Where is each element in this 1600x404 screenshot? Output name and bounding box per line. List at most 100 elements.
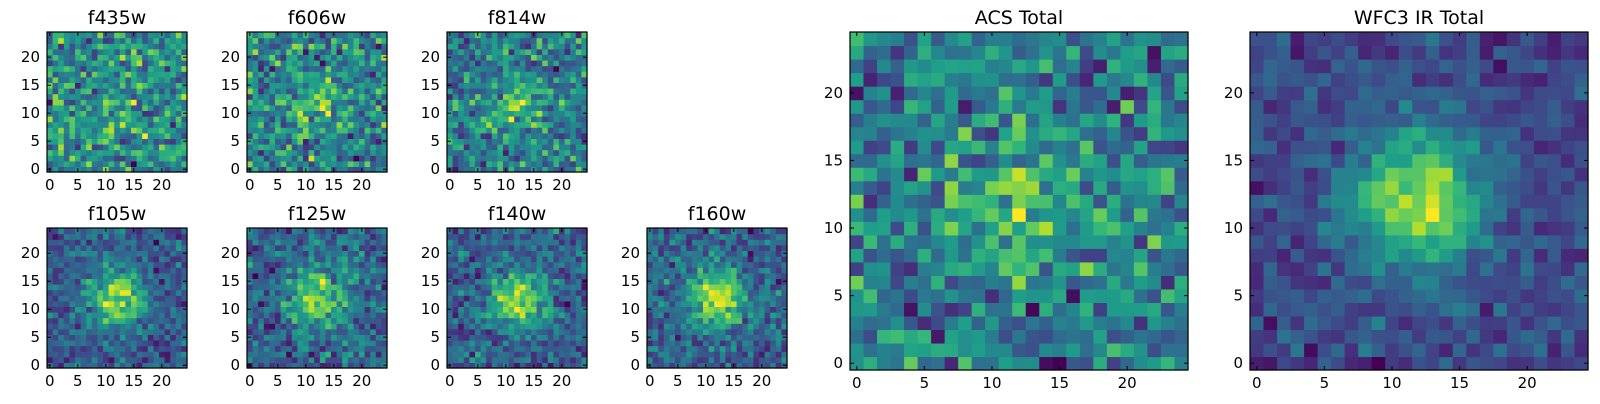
heatmap-cell xyxy=(376,273,382,279)
heatmap-cell xyxy=(458,340,464,346)
heatmap-cell xyxy=(153,155,159,161)
heatmap-cell xyxy=(47,239,53,245)
heatmap-cell xyxy=(114,71,120,77)
heatmap-cell xyxy=(1080,235,1094,249)
heatmap-cell xyxy=(75,49,81,55)
heatmap-cell xyxy=(376,312,382,318)
heatmap-cell xyxy=(737,306,743,312)
heatmap-cell xyxy=(348,99,354,105)
heatmap-cell xyxy=(92,99,98,105)
heatmap-cell xyxy=(653,312,659,318)
heatmap-cell xyxy=(314,228,320,234)
heatmap-cell xyxy=(520,346,526,352)
heatmap-cell xyxy=(503,133,509,139)
heatmap-cell xyxy=(1012,302,1026,316)
heatmap-cell xyxy=(514,133,520,139)
heatmap-cell xyxy=(86,161,92,167)
heatmap-cell xyxy=(47,144,53,150)
heatmap-cell xyxy=(365,329,371,335)
heatmap-cell xyxy=(69,290,75,296)
heatmap-cell xyxy=(120,38,126,44)
heatmap-cell xyxy=(537,105,543,111)
heatmap-cell xyxy=(759,284,765,290)
heatmap-cell xyxy=(737,340,743,346)
heatmap-cell xyxy=(47,267,53,273)
heatmap-cell xyxy=(320,38,326,44)
heatmap-cell xyxy=(647,284,653,290)
heatmap-cell xyxy=(520,306,526,312)
heatmap-cell xyxy=(348,110,354,116)
heatmap-cell xyxy=(1093,289,1107,303)
heatmap-cell xyxy=(537,284,543,290)
heatmap-cell xyxy=(686,250,692,256)
heatmap-cell xyxy=(359,71,365,77)
heatmap-cell xyxy=(553,144,559,150)
heatmap-cell xyxy=(531,262,537,268)
heatmap-cell xyxy=(748,312,754,318)
heatmap-cell xyxy=(303,116,309,122)
heatmap-cell xyxy=(258,351,264,357)
heatmap-cell xyxy=(264,295,270,301)
heatmap-cell xyxy=(475,161,481,167)
heatmap-cell xyxy=(525,245,531,251)
heatmap-cell xyxy=(142,116,148,122)
heatmap-cell xyxy=(331,138,337,144)
heatmap-cell xyxy=(458,295,464,301)
heatmap-cell xyxy=(709,301,715,307)
heatmap-cell xyxy=(109,66,115,72)
heatmap-cell xyxy=(509,32,515,38)
heatmap-cell xyxy=(159,273,165,279)
heatmap-cell xyxy=(125,295,131,301)
heatmap-cell xyxy=(309,54,315,60)
heatmap-cell xyxy=(520,88,526,94)
heatmap-cell xyxy=(904,356,918,370)
heatmap-cell xyxy=(904,289,918,303)
heatmap-cell xyxy=(731,284,737,290)
heatmap-cell xyxy=(458,306,464,312)
heatmap-cell xyxy=(81,122,87,128)
heatmap-cell xyxy=(320,301,326,307)
heatmap-cell xyxy=(742,351,748,357)
heatmap-cell xyxy=(509,301,515,307)
heatmap-cell xyxy=(281,340,287,346)
heatmap-cell xyxy=(453,43,459,49)
heatmap-cell xyxy=(486,127,492,133)
heatmap-cell xyxy=(353,245,359,251)
heatmap-cell xyxy=(159,340,165,346)
heatmap-cell xyxy=(669,306,675,312)
heatmap-cell xyxy=(103,245,109,251)
heatmap-cell xyxy=(686,334,692,340)
heatmap-cell xyxy=(453,239,459,245)
heatmap-cell xyxy=(247,94,253,100)
heatmap-cell xyxy=(565,357,571,363)
heatmap-cell xyxy=(481,334,487,340)
heatmap-cell xyxy=(353,295,359,301)
heatmap-cell xyxy=(370,105,376,111)
heatmap-cell xyxy=(53,295,59,301)
x-tick-label: 10 xyxy=(296,176,315,194)
heatmap-cell xyxy=(86,278,92,284)
heatmap-cell xyxy=(86,60,92,66)
heatmap-cell xyxy=(120,138,126,144)
heatmap-cell xyxy=(353,110,359,116)
heatmap-cell xyxy=(131,323,137,329)
heatmap-cell xyxy=(103,256,109,262)
heatmap-cell xyxy=(481,133,487,139)
y-tick-label: 0 xyxy=(30,356,40,374)
heatmap-cell xyxy=(309,110,315,116)
heatmap-cell xyxy=(269,318,275,324)
heatmap-cell xyxy=(275,273,281,279)
heatmap-cell xyxy=(314,38,320,44)
heatmap-cell xyxy=(365,351,371,357)
heatmap-cell xyxy=(264,49,270,55)
heatmap-cell xyxy=(47,262,53,268)
heatmap-cell xyxy=(125,284,131,290)
heatmap-cell xyxy=(64,351,70,357)
heatmap-cell xyxy=(269,116,275,122)
heatmap-cell xyxy=(325,250,331,256)
heatmap-cell xyxy=(559,295,565,301)
heatmap-cell xyxy=(658,284,664,290)
heatmap-cell xyxy=(542,318,548,324)
heatmap-cell xyxy=(109,323,115,329)
heatmap-cell xyxy=(64,334,70,340)
